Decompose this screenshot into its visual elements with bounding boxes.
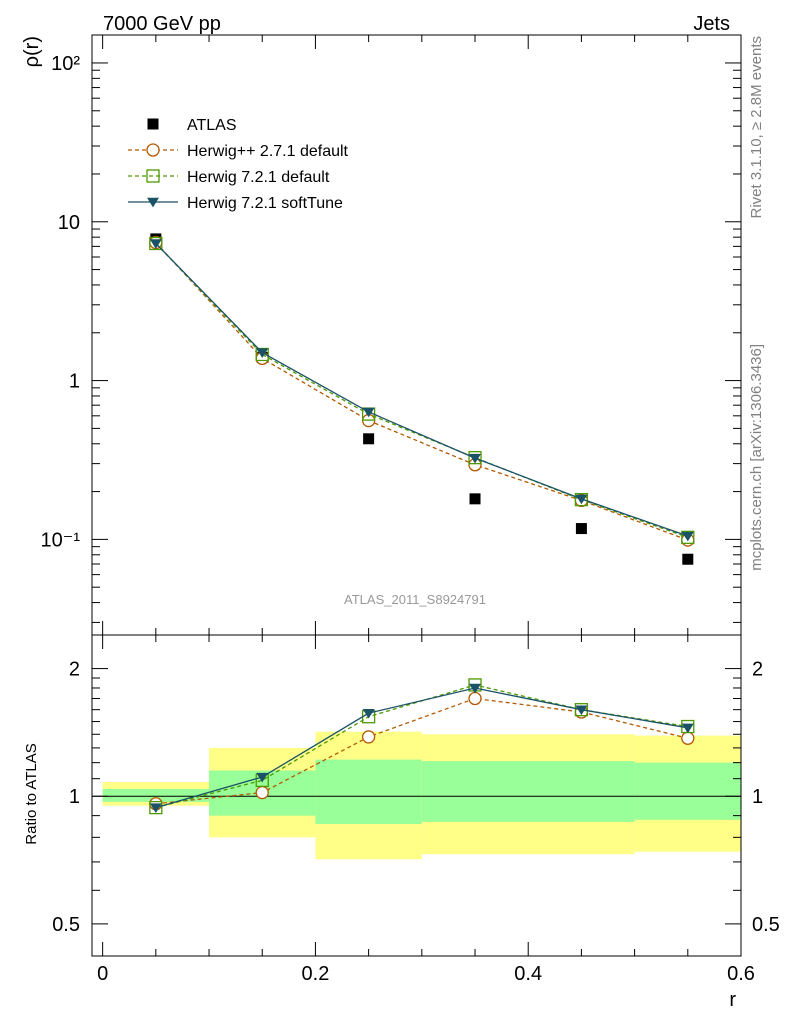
legend-item: Herwig 7.2.1 default [128, 169, 330, 186]
data-point-marker [149, 236, 163, 251]
ratio-band-green [634, 762, 741, 820]
data-point-marker [147, 197, 159, 208]
data-point-marker [468, 451, 482, 465]
legend-label: Herwig 7.2.1 softTune [187, 195, 343, 212]
data-point-marker [575, 705, 588, 716]
series-line [155, 687, 688, 809]
x-tick-label: 0 [97, 963, 108, 985]
data-point-marker [363, 433, 375, 445]
series-line [155, 697, 688, 805]
data-point-marker [574, 703, 589, 717]
legend-label: ATLAS [187, 117, 237, 134]
header-left: 7000 GeV pp [103, 13, 221, 35]
data-point-marker [149, 803, 162, 814]
ratio-band-green [421, 761, 635, 822]
legend-item: ATLAS [147, 117, 237, 134]
ratio-plot-frame: 0 0.2 0.4 0.6 0.5 0.5 1 1 2 2 [52, 634, 780, 985]
ratio-plot-series [149, 678, 695, 815]
y-tick-label: 10 [58, 212, 80, 234]
legend: ATLAS Herwig++ 2.7.1 default Herwig 7.2.1 … [128, 117, 349, 212]
series-atlas [150, 233, 694, 565]
data-point-marker [256, 348, 269, 359]
data-point-marker [469, 683, 482, 694]
data-point-marker [149, 800, 163, 815]
data-point-marker [361, 730, 376, 744]
series-herwig-7-2-1-default [149, 236, 695, 544]
data-point-marker [575, 523, 587, 535]
watermark: ATLAS_2011_S8924791 [344, 592, 486, 607]
data-point-marker [574, 492, 589, 507]
y-tick-label: 0.5 [52, 914, 80, 936]
data-point-marker [681, 731, 695, 745]
header-right: Jets [693, 13, 730, 35]
y-tick-label-right: 0.5 [752, 914, 780, 936]
main-plot-series [149, 233, 695, 565]
ratio-plot-border [91, 634, 742, 957]
data-point-marker [362, 407, 375, 418]
x-tick-label: 0.2 [302, 963, 330, 985]
data-point-marker [255, 785, 269, 800]
legend-label: Herwig++ 2.7.1 default [187, 143, 349, 160]
y-tick-label: 10⁻¹ [41, 529, 81, 551]
data-point-marker [575, 494, 588, 505]
data-point-marker [256, 772, 269, 783]
main-plot-frame: 10⁻¹ 1 10 10² [41, 34, 742, 636]
legend-item: Herwig++ 2.7.1 default [128, 143, 349, 160]
data-point-marker [681, 530, 695, 544]
series-line [155, 243, 689, 537]
data-point-marker [469, 453, 482, 464]
data-point-marker [468, 691, 482, 706]
legend-item: Herwig 7.2.1 softTune [128, 195, 343, 212]
data-point-marker [146, 143, 160, 157]
series-herwig-7-2-1-softtune [149, 683, 694, 814]
legend-label: Herwig 7.2.1 default [187, 169, 330, 186]
x-tick-label: 0.4 [514, 963, 542, 985]
y-tick-label: 1 [69, 786, 80, 808]
series-herwig-2-7-1-default [149, 235, 695, 547]
y-tick-label: 10² [51, 53, 80, 75]
data-point-marker [146, 169, 160, 183]
data-point-marker [681, 531, 694, 542]
data-point-marker [149, 239, 162, 249]
main-y-axis-label: ρ(r) [21, 36, 43, 67]
side-text-top: Rivet 3.1.10, ≥ 2.8M events [748, 36, 765, 219]
series-line [155, 242, 689, 541]
x-tick-label: 0.6 [727, 963, 755, 985]
y-tick-label: 2 [69, 659, 80, 681]
y-tick-label-right: 2 [752, 659, 763, 681]
series-herwig-7-2-1-softtune [149, 239, 694, 542]
ratio-band-green [315, 759, 422, 825]
y-tick-label: 1 [69, 371, 80, 393]
data-point-marker [681, 723, 694, 734]
side-text-bottom: mcplots.cern.ch [arXiv:1306.3436] [748, 344, 765, 571]
x-axis-label: r [729, 989, 736, 1011]
ratio-uncertainty-bands [102, 731, 741, 860]
y-tick-label-right: 1 [752, 786, 763, 808]
data-point-marker [362, 708, 375, 719]
data-point-marker [147, 118, 159, 130]
data-point-marker [682, 553, 694, 565]
series-line [155, 243, 689, 538]
data-point-marker [469, 493, 481, 505]
ratio-band-green [102, 789, 210, 802]
ratio-y-axis-label: Ratio to ATLAS [23, 743, 40, 844]
